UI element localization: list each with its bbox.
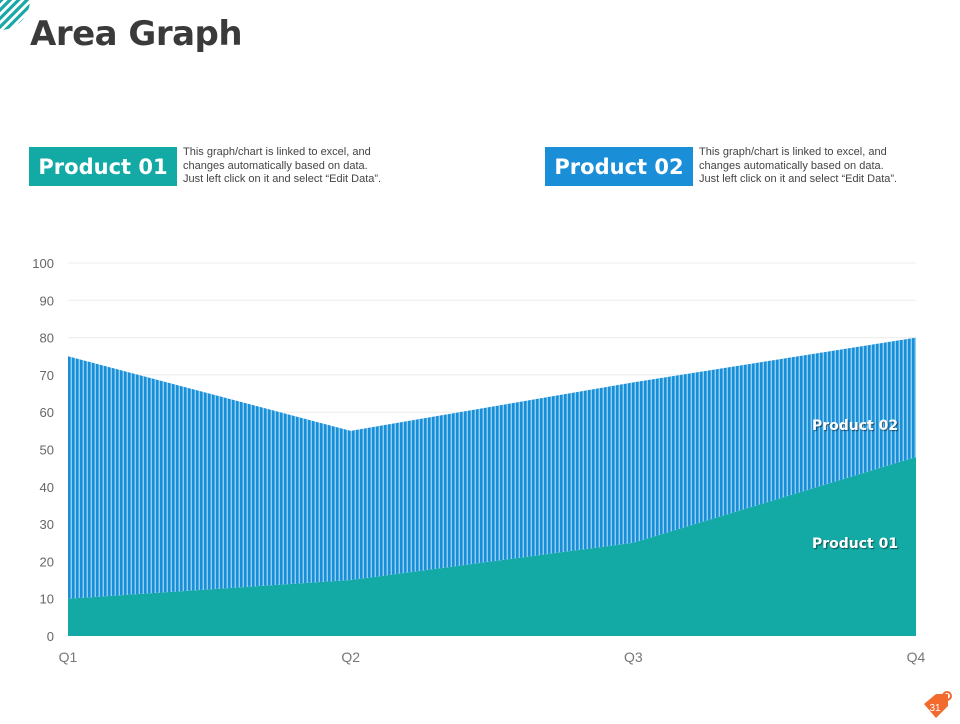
y-tick-label: 20 [40, 554, 54, 569]
desc-line: Just left click on it and select “Edit D… [699, 173, 898, 185]
y-tick-label: 60 [40, 405, 54, 420]
product-02-description: This graph/chart is linked to excel, and… [699, 146, 939, 187]
x-tick-label: Q2 [341, 649, 360, 665]
area-product-01 [68, 456, 916, 636]
desc-line: changes automatically based on data. [183, 159, 368, 172]
page-number-tag: 31 [920, 690, 956, 720]
x-tick-label: Q1 [59, 649, 78, 665]
series-label: Product 01 [812, 536, 898, 552]
desc-line: changes automatically based on data. [699, 159, 884, 172]
x-tick-label: Q4 [907, 649, 926, 665]
area-product-02 [68, 337, 916, 599]
product-01-description: This graph/chart is linked to excel, and… [183, 146, 423, 187]
y-tick-label: 80 [40, 331, 54, 346]
y-tick-label: 40 [40, 480, 54, 495]
x-tick-label: Q3 [624, 649, 643, 665]
product-02-badge: Product 02 [545, 147, 693, 186]
product-01-badge: Product 01 [29, 147, 177, 186]
desc-line: This graph/chart is linked to excel, and [183, 146, 371, 158]
desc-line: Just left click on it and select “Edit D… [183, 173, 382, 185]
page-title: Area Graph [30, 14, 243, 54]
tag-icon [924, 694, 948, 718]
series-label: Product 02 [812, 418, 898, 434]
desc-line: This graph/chart is linked to excel, and [699, 146, 887, 158]
page-number: 31 [929, 703, 941, 714]
y-tick-label: 0 [47, 629, 54, 644]
y-tick-label: 70 [40, 368, 54, 383]
y-tick-label: 30 [40, 517, 54, 532]
y-tick-label: 90 [40, 293, 54, 308]
y-tick-label: 10 [40, 592, 54, 607]
y-tick-label: 50 [40, 443, 54, 458]
y-tick-label: 100 [32, 256, 54, 271]
